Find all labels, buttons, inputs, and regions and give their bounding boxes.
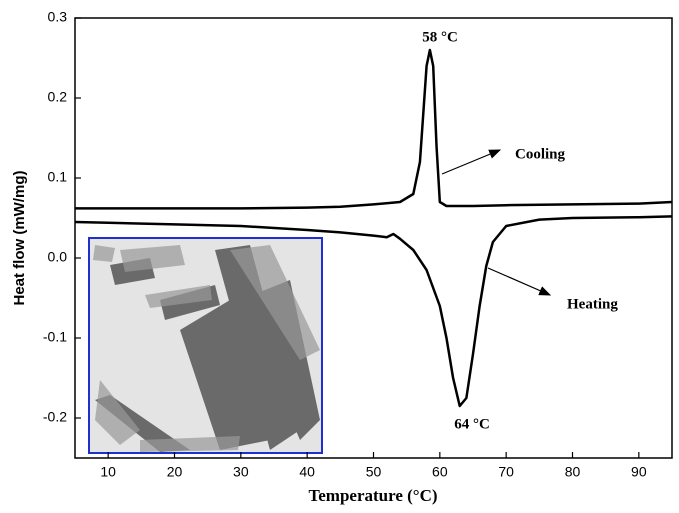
x-tick-label: 60 — [432, 464, 448, 480]
x-tick-label: 50 — [366, 464, 382, 480]
y-tick-label: 0.2 — [48, 89, 68, 105]
x-tick-label: 10 — [100, 464, 116, 480]
arrow — [487, 267, 552, 296]
series-line — [74, 215, 673, 408]
x-tick-label: 20 — [167, 464, 183, 480]
x-tick-label: 70 — [498, 464, 514, 480]
annotation: Heating — [567, 296, 618, 312]
x-tick-label: 90 — [631, 464, 647, 480]
series-line — [75, 48, 673, 210]
y-axis-title: Heat flow (mW/mg) — [11, 171, 28, 306]
y-tick-label: 0.1 — [48, 169, 68, 185]
y-tick-label: 0.3 — [48, 9, 68, 25]
x-tick-label: 80 — [565, 464, 581, 480]
annotation: Cooling — [515, 146, 566, 162]
x-axis-title: Temperature (°C) — [308, 486, 437, 505]
y-tick-label: 0.0 — [48, 249, 68, 265]
annotation: 64 °C — [454, 416, 490, 432]
y-tick-label: -0.1 — [43, 329, 67, 345]
inset-image — [88, 237, 323, 454]
x-tick-label: 40 — [299, 464, 315, 480]
annotation: 58 °C — [422, 29, 458, 45]
arrow — [441, 149, 502, 175]
x-tick-label: 30 — [233, 464, 249, 480]
y-tick-label: -0.2 — [43, 409, 67, 425]
